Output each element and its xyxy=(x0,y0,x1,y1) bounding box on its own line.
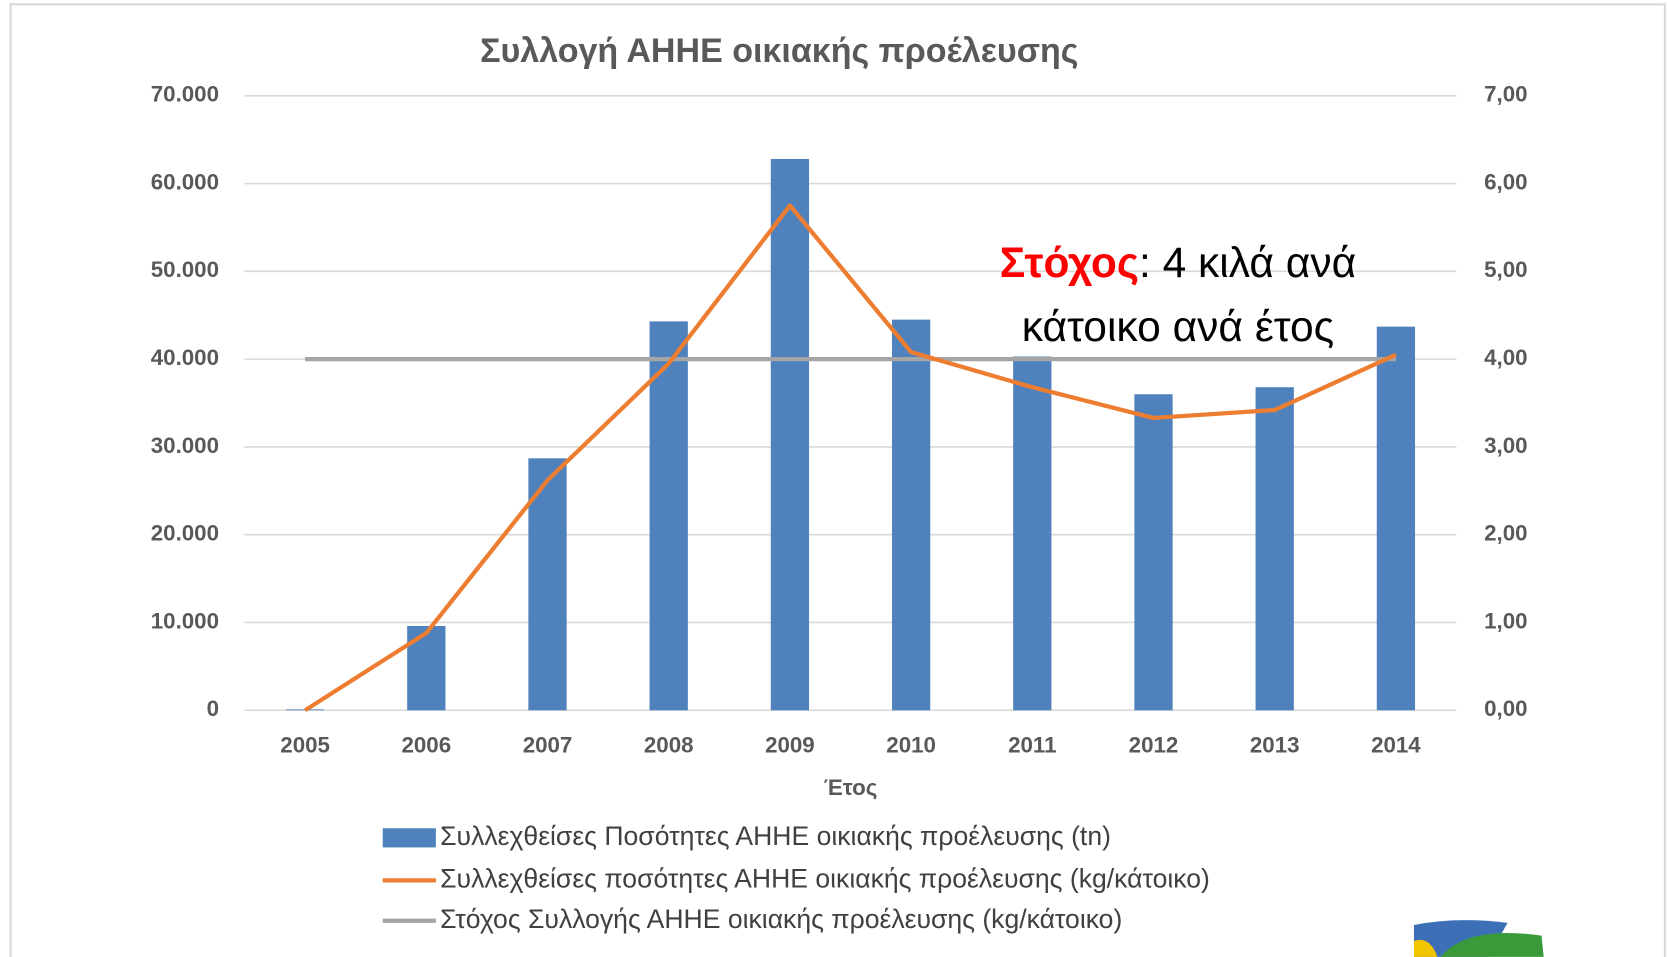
line xyxy=(303,203,1397,713)
bar xyxy=(1013,356,1052,711)
y-tick-label: 30.000 xyxy=(151,433,219,458)
legend-swatch xyxy=(382,828,436,848)
x-tick-label: 2007 xyxy=(523,732,573,757)
legend-label: Συλλεχθείσες ποσότητες ΑΗΗΕ οικιακής προ… xyxy=(440,863,1210,893)
y-tick-label: 40.000 xyxy=(151,345,219,370)
chart-title: Συλλογή ΑΗΗΕ οικιακής προέλευσης xyxy=(480,32,1078,70)
x-tick-label: 2009 xyxy=(765,732,815,757)
y2-tick-label: 4,00 xyxy=(1484,345,1527,370)
annotation-line2: κάτοικο ανά έτος xyxy=(1022,304,1334,351)
y2-tick-label: 0,00 xyxy=(1484,696,1527,721)
legend-label: Στόχος Συλλογής ΑΗΗΕ οικιακής προέλευσης… xyxy=(440,904,1122,934)
y2-tick-label: 2,00 xyxy=(1484,521,1527,546)
marks xyxy=(285,158,1416,713)
x-tick-label: 2013 xyxy=(1250,732,1300,757)
y2-tick-label: 1,00 xyxy=(1484,608,1527,633)
y-tick-label: 20.000 xyxy=(151,521,219,546)
logo xyxy=(1413,920,1544,957)
y2-tick-label: 7,00 xyxy=(1484,82,1527,107)
bar xyxy=(407,625,446,711)
x-axis-label: Έτος xyxy=(824,775,878,800)
logo-yellow xyxy=(1413,939,1438,957)
bar xyxy=(528,458,567,711)
y-tick-label: 50.000 xyxy=(151,257,219,282)
y2-tick-label: 5,00 xyxy=(1484,257,1527,282)
y-tick-label: 0 xyxy=(207,696,219,721)
bar xyxy=(1255,387,1294,711)
x-tick-label: 2005 xyxy=(280,732,330,757)
x-tick-label: 2012 xyxy=(1129,732,1179,757)
bar xyxy=(891,319,931,711)
bar xyxy=(1134,394,1173,711)
legend-label: Συλλεχθείσες Ποσότητες ΑΗΗΕ οικιακής προ… xyxy=(440,821,1111,851)
bar xyxy=(1376,326,1416,711)
x-tick-label: 2006 xyxy=(401,732,451,757)
y-tick-label: 70.000 xyxy=(151,82,219,107)
logo-green xyxy=(1440,932,1544,957)
y2-tick-label: 6,00 xyxy=(1484,169,1527,194)
x-tick-label: 2011 xyxy=(1008,732,1056,757)
y2-tick-label: 3,00 xyxy=(1484,433,1527,458)
bar xyxy=(770,158,810,711)
x-tick-label: 2008 xyxy=(644,732,694,757)
x-tick-label: 2010 xyxy=(886,732,936,757)
bar xyxy=(649,321,688,711)
chart-frame xyxy=(9,3,1666,957)
x-tick-label: 2014 xyxy=(1371,732,1421,757)
annotation-text: : 4 κιλά ανά xyxy=(1139,240,1356,287)
annotation-highlight: Στόχος xyxy=(1000,240,1139,287)
y-tick-label: 10.000 xyxy=(151,608,219,633)
y-tick-label: 60.000 xyxy=(151,169,219,194)
annotation: Στόχος: 4 κιλά ανά xyxy=(1000,240,1356,287)
